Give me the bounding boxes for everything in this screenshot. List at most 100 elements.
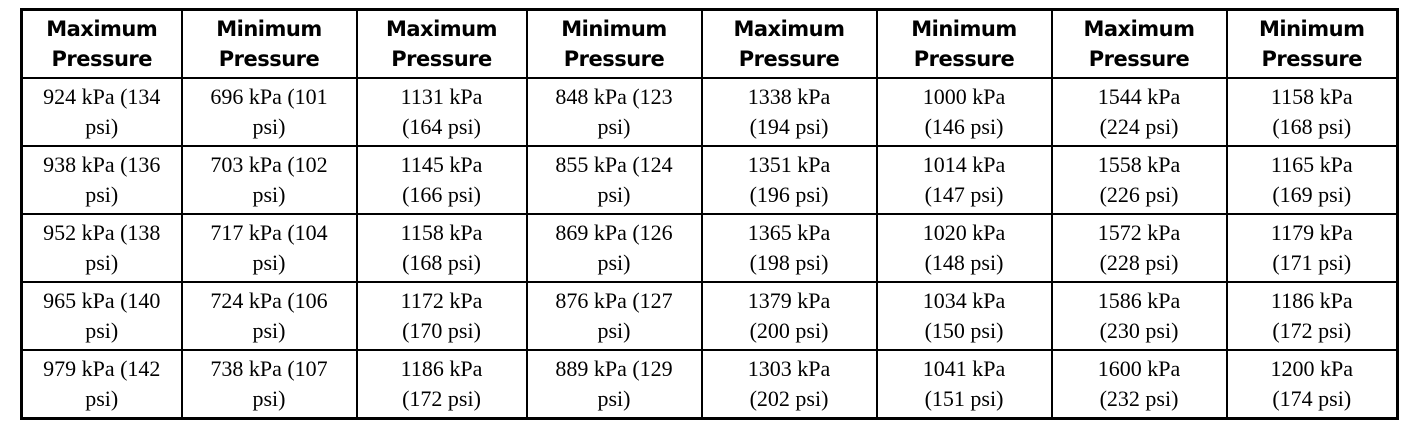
cell-line: Maximum [385, 17, 498, 41]
cell-line: 1572 kPa [1097, 220, 1181, 245]
cell-line: psi) [252, 318, 286, 343]
table-cell: 1338 kPa (194 psi) [700, 77, 878, 147]
table-cell: 1020 kPa (148 psi) [875, 213, 1053, 283]
table-cell: 924 kPa (134 psi) [20, 77, 183, 147]
table-cell: 1544 kPa (224 psi) [1050, 77, 1228, 147]
cell-line: 1041 kPa [922, 356, 1006, 381]
cell-line: 1558 kPa [1097, 152, 1181, 177]
header-cell: Minimum Pressure [180, 8, 358, 79]
cell-line: 1365 kPa [747, 220, 831, 245]
table-cell: 1158 kPa (168 psi) [355, 213, 528, 283]
cell-line: 1544 kPa [1097, 84, 1181, 109]
table-cell: 855 kPa (124 psi) [525, 145, 703, 215]
cell-line: (172 psi) [402, 386, 481, 411]
cell-line: psi) [597, 182, 631, 207]
cell-line: 703 kPa (102 [210, 152, 328, 177]
cell-line: 1172 kPa [400, 288, 483, 313]
cell-line: Pressure [218, 47, 320, 71]
cell-line: 1600 kPa [1097, 356, 1181, 381]
table-cell: 965 kPa (140 psi) [20, 281, 183, 351]
table-cell: 1165 kPa (169 psi) [1225, 145, 1399, 215]
cell-line: (230 psi) [1099, 318, 1179, 343]
cell-line: 938 kPa (136 [43, 152, 161, 177]
cell-line: psi) [597, 386, 631, 411]
table-cell: 876 kPa (127 psi) [525, 281, 703, 351]
cell-line: Pressure [1261, 47, 1363, 71]
table-cell: 703 kPa (102 psi) [180, 145, 358, 215]
cell-line: 1179 kPa [1270, 220, 1353, 245]
table-row: 965 kPa (140 psi) 724 kPa (106 psi) 1172 kPa… [20, 281, 1399, 351]
cell-line: 848 kPa (123 [555, 84, 673, 109]
table-cell: 1600 kPa (232 psi) [1050, 349, 1228, 420]
table-cell: 938 kPa (136 psi) [20, 145, 183, 215]
cell-line: Pressure [391, 47, 492, 71]
cell-line: 1303 kPa [747, 356, 831, 381]
table-cell: 1351 kPa (196 psi) [700, 145, 878, 215]
cell-line: (224 psi) [1099, 114, 1179, 139]
table-cell: 848 kPa (123 psi) [525, 77, 703, 147]
cell-line: Pressure [913, 47, 1015, 71]
cell-line: (171 psi) [1272, 250, 1352, 275]
table-cell: 1172 kPa (170 psi) [355, 281, 528, 351]
header-cell: Maximum Pressure [1050, 8, 1228, 79]
cell-line: Pressure [1088, 47, 1190, 71]
cell-line: Maximum [46, 17, 158, 41]
cell-line: (148 psi) [924, 250, 1004, 275]
table-cell: 1572 kPa (228 psi) [1050, 213, 1228, 283]
cell-line: psi) [85, 182, 119, 207]
table-cell: 1000 kPa (146 psi) [875, 77, 1053, 147]
cell-line: (147 psi) [924, 182, 1004, 207]
cell-line: (168 psi) [402, 250, 481, 275]
cell-line: Minimum [561, 17, 667, 41]
cell-line: Minimum [911, 17, 1017, 41]
table-cell: 1186 kPa (172 psi) [1225, 281, 1399, 351]
cell-line: psi) [85, 386, 119, 411]
table-row: 952 kPa (138 psi) 717 kPa (104 psi) 1158 kPa… [20, 213, 1399, 283]
cell-line: psi) [85, 250, 119, 275]
header-cell: Minimum Pressure [1225, 8, 1399, 79]
cell-line: (202 psi) [749, 386, 829, 411]
table-cell: 1034 kPa (150 psi) [875, 281, 1053, 351]
table-cell: 889 kPa (129 psi) [525, 349, 703, 420]
cell-line: 1379 kPa [747, 288, 831, 313]
header-cell: Maximum Pressure [700, 8, 878, 79]
cell-line: (166 psi) [402, 182, 481, 207]
table-cell: 724 kPa (106 psi) [180, 281, 358, 351]
cell-line: psi) [597, 250, 631, 275]
cell-line: 724 kPa (106 [210, 288, 328, 313]
cell-line: Maximum [1083, 17, 1195, 41]
cell-line: psi) [597, 114, 631, 139]
cell-line: 1186 kPa [400, 356, 483, 381]
table-cell: 869 kPa (126 psi) [525, 213, 703, 283]
cell-line: 1145 kPa [400, 152, 483, 177]
cell-line: 855 kPa (124 [555, 152, 673, 177]
cell-line: (226 psi) [1099, 182, 1179, 207]
cell-line: 952 kPa (138 [43, 220, 161, 245]
cell-line: psi) [252, 114, 286, 139]
cell-line: 1034 kPa [922, 288, 1006, 313]
cell-line: 876 kPa (127 [555, 288, 673, 313]
table-cell: 1200 kPa (174 psi) [1225, 349, 1399, 420]
cell-line: (232 psi) [1099, 386, 1179, 411]
cell-line: psi) [252, 182, 286, 207]
cell-line: Pressure [51, 47, 153, 71]
table-cell: 979 kPa (142 psi) [20, 349, 183, 420]
cell-line: (194 psi) [749, 114, 829, 139]
table-cell: 1379 kPa (200 psi) [700, 281, 878, 351]
header-cell: Minimum Pressure [525, 8, 703, 79]
cell-line: 979 kPa (142 [43, 356, 161, 381]
table-cell: 1558 kPa (226 psi) [1050, 145, 1228, 215]
cell-line: 1586 kPa [1097, 288, 1181, 313]
header-cell: Minimum Pressure [875, 8, 1053, 79]
table-cell: 717 kPa (104 psi) [180, 213, 358, 283]
cell-line: 696 kPa (101 [210, 84, 328, 109]
cell-line: Maximum [733, 17, 845, 41]
cell-line: Minimum [216, 17, 322, 41]
table-cell: 1303 kPa (202 psi) [700, 349, 878, 420]
pressure-table: Maximum Pressure Minimum Pressure Maximum Pre… [20, 8, 1399, 420]
cell-line: (151 psi) [924, 386, 1004, 411]
cell-line: 889 kPa (129 [555, 356, 673, 381]
cell-line: Pressure [563, 47, 665, 71]
cell-line: psi) [252, 250, 286, 275]
